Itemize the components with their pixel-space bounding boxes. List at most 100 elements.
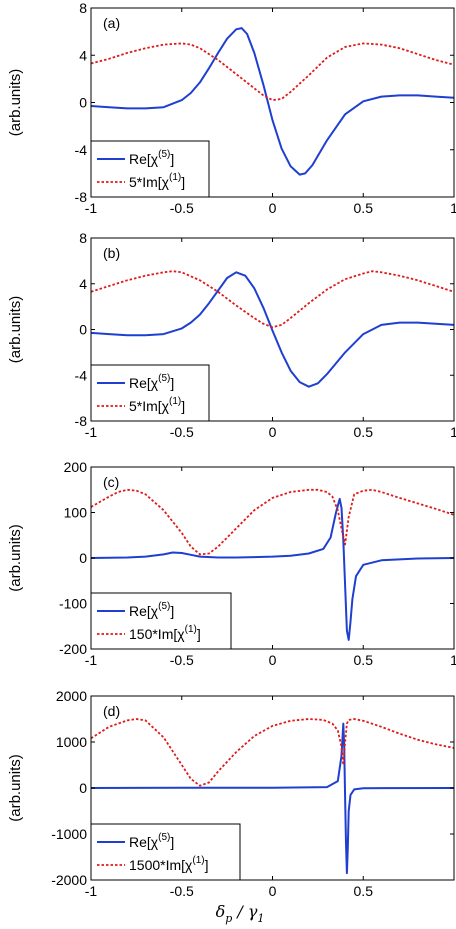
x-tick-label: 0 — [269, 424, 277, 440]
series-line-dotted — [91, 488, 454, 556]
y-tick-label: 200 — [64, 459, 88, 475]
x-tick-label: 0 — [269, 652, 277, 668]
y-tick-label: -2000 — [51, 872, 87, 888]
series-group — [91, 488, 454, 641]
legend-entry-im: 5*Im[χ(1)] — [129, 172, 185, 190]
legend-entry-re-end: ] — [170, 151, 174, 167]
legend-entry-im-main: 150*Im[χ — [129, 626, 185, 642]
y-tick-label: -4 — [75, 367, 88, 383]
y-axis-label: (arb.units) — [7, 754, 24, 822]
x-tick-label: -0.5 — [170, 652, 194, 668]
x-tick-label: -1 — [85, 652, 98, 668]
series-line-solid — [91, 27, 454, 176]
y-tick-label: -8 — [75, 413, 88, 429]
legend-box — [90, 140, 210, 198]
y-axis-label: (arb.units) — [7, 524, 24, 592]
legend-entry-im-sup: (1) — [192, 855, 204, 866]
legend-entry-re: Re[χ(5)] — [129, 149, 174, 167]
legend-entry-re: Re[χ(5)] — [129, 832, 174, 850]
y-tick-label: 100 — [64, 505, 88, 521]
legend: Re[χ(5)]150*Im[χ(1)] — [90, 592, 232, 650]
x-tick-label: 0 — [269, 883, 277, 899]
y-axis-label: (arb.units) — [7, 69, 24, 137]
legend-entry-re-sup: (5) — [158, 373, 170, 384]
y-tick-label: -100 — [59, 596, 87, 612]
x-tick-label: -0.5 — [170, 883, 194, 899]
legend-entry-re: Re[χ(5)] — [129, 373, 174, 391]
legend: Re[χ(5)]5*Im[χ(1)] — [90, 364, 210, 422]
x-tick-label: -0.5 — [170, 200, 194, 216]
x-tick-label: -1 — [85, 424, 98, 440]
x-tick-label: 1 — [450, 652, 456, 668]
legend-entry-re-sup: (5) — [158, 149, 170, 160]
panel-label: (b) — [103, 245, 120, 261]
x-tick-label: -1 — [85, 200, 98, 216]
legend-entry-re-end: ] — [170, 834, 174, 850]
x-tick-label: 1 — [450, 200, 456, 216]
series-line-dotted — [91, 718, 454, 787]
legend-entry-re-end: ] — [170, 375, 174, 391]
chart-panel-1: -1 -0.5 0 0.5 1 -8 -4 0 4 8 (arb.units) (a) Re[χ(5)]… — [7, 0, 456, 216]
x-tick-label: 1 — [450, 424, 456, 440]
y-tick-label: 4 — [79, 276, 87, 292]
panel-label: (a) — [103, 15, 120, 31]
y-tick-label: 2000 — [56, 688, 87, 704]
y-tick-label: 4 — [79, 47, 87, 63]
legend-entry-re-sup: (5) — [158, 832, 170, 843]
x-tick-label: -1 — [85, 883, 98, 899]
legend-entry-im: 1500*Im[χ(1)] — [129, 855, 209, 873]
legend-box — [90, 364, 210, 422]
x-axis-label: δp / γ1 — [216, 902, 265, 925]
series-line-solid — [91, 497, 454, 641]
y-tick-label: -4 — [75, 142, 88, 158]
legend-entry-re: Re[χ(5)] — [129, 601, 174, 619]
legend-entry-im-main: 5*Im[χ — [129, 174, 170, 190]
legend-entry-re-sup: (5) — [158, 601, 170, 612]
legend-entry-im-end: ] — [197, 626, 201, 642]
x-tick-label: 0.5 — [354, 652, 374, 668]
legend-entry-im-end: ] — [205, 857, 209, 873]
panels-group: -1 -0.5 0 0.5 1-8-4048(arb.units)(a)Re[χ(5)]… — [7, 0, 456, 899]
y-tick-label: -8 — [75, 189, 88, 205]
series-group — [91, 718, 454, 875]
x-tick-label: 0.5 — [354, 883, 374, 899]
y-tick-label: -1000 — [51, 826, 87, 842]
series-line-dotted — [91, 270, 454, 329]
x-tick-label: 0 — [269, 200, 277, 216]
y-tick-label: 0 — [79, 322, 87, 338]
legend-entry-re-main: Re[χ — [129, 834, 159, 850]
chart-panel-2: -1 -0.5 0 0.5 1 -8 -4 0 4 8 (arb.units) (b) Re[χ(5)]… — [7, 230, 456, 440]
legend-entry-im: 5*Im[χ(1)] — [129, 396, 185, 414]
legend-entry-re-main: Re[χ — [129, 603, 159, 619]
legend-entry-re-main: Re[χ — [129, 375, 159, 391]
series-line-dotted — [91, 42, 454, 101]
series-line-solid — [91, 271, 454, 388]
legend-entry-re-end: ] — [170, 603, 174, 619]
legend-entry-im: 150*Im[χ(1)] — [129, 624, 201, 642]
y-tick-label: 8 — [79, 230, 87, 246]
x-tick-label: -0.5 — [170, 424, 194, 440]
legend-entry-im-main: 5*Im[χ — [129, 398, 170, 414]
series-group — [91, 270, 454, 388]
legend-entry-im-sup: (1) — [169, 396, 181, 407]
y-axis-label: (arb.units) — [7, 296, 24, 364]
legend-entry-re-main: Re[χ — [129, 151, 159, 167]
legend-entry-im-sup: (1) — [169, 172, 181, 183]
legend-box — [90, 592, 232, 650]
legend-entry-im-main: 1500*Im[χ — [129, 857, 193, 873]
legend-entry-im-sup: (1) — [185, 624, 197, 635]
legend: Re[χ(5)]5*Im[χ(1)] — [90, 140, 210, 198]
chart-panel-4: -1 -0.5 0 0.5 -2000 -1000 0 1000 2000 (arb.units)… — [7, 688, 455, 899]
series-group — [91, 27, 454, 176]
x-tick-label: 0.5 — [354, 200, 374, 216]
legend-box — [90, 823, 241, 881]
legend: Re[χ(5)]1500*Im[χ(1)] — [90, 823, 241, 881]
y-tick-label: 8 — [79, 0, 87, 16]
y-tick-label: 0 — [79, 550, 87, 566]
y-tick-label: 1000 — [56, 734, 87, 750]
panel-label: (c) — [103, 474, 119, 490]
legend-entry-im-end: ] — [181, 174, 185, 190]
chart-panel-3: -1 -0.5 0 0.5 1 -200 -100 0 100 200 (arb.units) (c)… — [7, 459, 456, 668]
legend-entry-im-end: ] — [181, 398, 185, 414]
